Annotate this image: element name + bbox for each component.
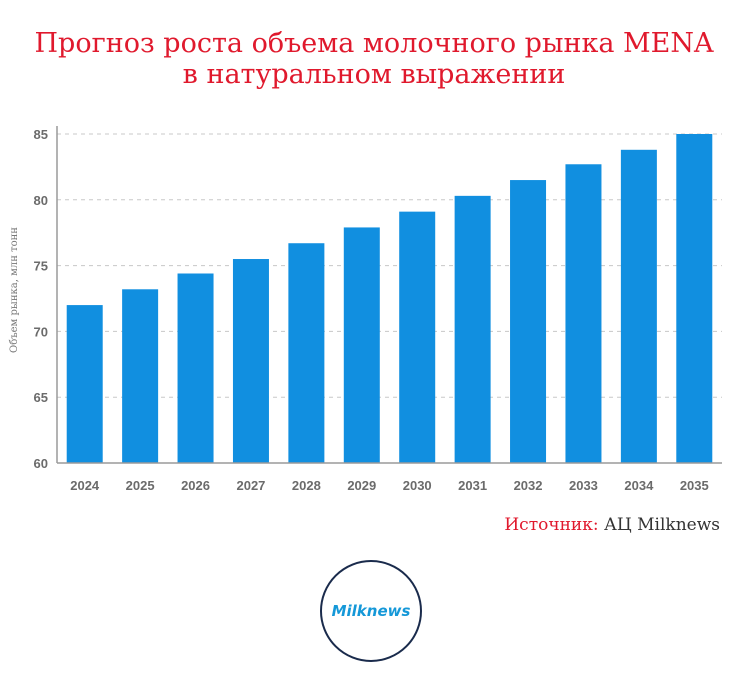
bar-2027 bbox=[232, 259, 269, 463]
y-tick-labels: 60 65 70 75 80 85 bbox=[34, 127, 48, 471]
gridlines bbox=[57, 133, 722, 398]
bars bbox=[66, 134, 713, 464]
y-tick-label: 70 bbox=[34, 324, 48, 339]
bar-2031 bbox=[454, 195, 491, 464]
milknews-logo: Milknews bbox=[320, 560, 422, 662]
logo-text: Milknews bbox=[331, 602, 411, 620]
bar-2030 bbox=[399, 211, 436, 463]
source-value: АЦ Milknews bbox=[604, 515, 720, 535]
y-tick-label: 80 bbox=[34, 193, 48, 208]
bar-2035 bbox=[676, 134, 713, 463]
bar-2026 bbox=[177, 273, 214, 463]
y-tick-label: 75 bbox=[34, 259, 48, 274]
y-tick-label: 60 bbox=[34, 456, 48, 471]
bar-2034 bbox=[620, 149, 657, 464]
x-tick-label: 2029 bbox=[347, 478, 376, 493]
x-tick-label: 2027 bbox=[236, 478, 265, 493]
y-tick-label: 65 bbox=[34, 390, 48, 405]
x-tick-label: 2035 bbox=[680, 478, 709, 493]
x-tick-labels: 2024 2025 2026 2027 2028 2029 2030 2031 2032 2033… bbox=[70, 478, 709, 493]
x-tick-label: 2032 bbox=[514, 478, 543, 493]
bar-2025 bbox=[122, 289, 159, 463]
chart-title: Прогноз роста объема молочного рынка MEN… bbox=[0, 28, 748, 90]
bar-2032 bbox=[510, 180, 547, 463]
bar-2029 bbox=[343, 227, 380, 463]
x-tick-label: 2028 bbox=[292, 478, 321, 493]
y-tick-label: 85 bbox=[34, 127, 48, 142]
source-label: Источник: bbox=[504, 515, 599, 535]
x-tick-label: 2034 bbox=[624, 478, 654, 493]
bar-2028 bbox=[288, 243, 325, 463]
source-note: Источник: АЦ Milknews bbox=[504, 515, 720, 535]
y-axis-label: Объем рынка, млн тонн bbox=[9, 227, 20, 353]
bar-chart: 60 65 70 75 80 85 2024 2025 2026 2027 2028 2029 203… bbox=[9, 126, 722, 493]
chart-title-line-1: Прогноз роста объема молочного рынка MEN… bbox=[34, 28, 714, 59]
bar-2033 bbox=[565, 164, 602, 463]
x-tick-label: 2030 bbox=[403, 478, 432, 493]
bar-2024 bbox=[66, 305, 103, 463]
x-tick-label: 2031 bbox=[458, 478, 487, 493]
x-tick-label: 2025 bbox=[126, 478, 155, 493]
x-tick-label: 2026 bbox=[181, 478, 210, 493]
x-tick-label: 2033 bbox=[569, 478, 598, 493]
chart-title-line-2: в натуральном выражении bbox=[182, 59, 566, 90]
x-tick-label: 2024 bbox=[70, 478, 100, 493]
